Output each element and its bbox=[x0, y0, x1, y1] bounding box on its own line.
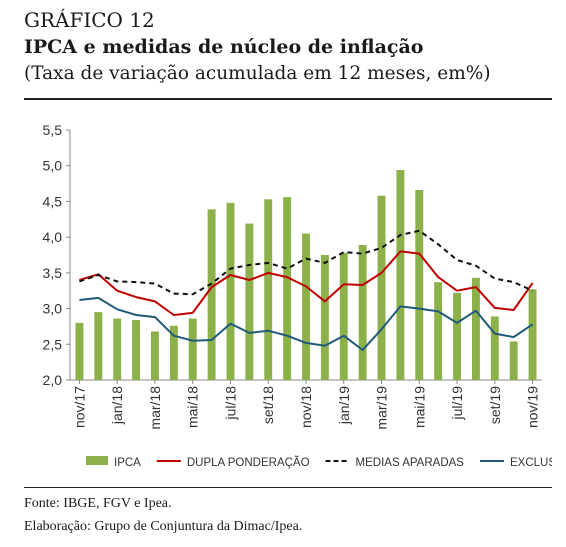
ipca-bar bbox=[339, 252, 348, 380]
ipca-bar bbox=[132, 320, 141, 380]
ipca-bar bbox=[396, 170, 405, 380]
ipca-bar bbox=[358, 245, 367, 380]
ipca-bar bbox=[169, 325, 178, 380]
ipca-bar bbox=[434, 282, 443, 380]
figure-label: GRÁFICO 12 bbox=[24, 8, 155, 32]
legend: IPCA DUPLA PONDERAÇÃO MEDIAS APARADAS EXCLU… bbox=[86, 456, 552, 469]
chart-subtitle: (Taxa de variação acumulada em 12 meses,… bbox=[24, 63, 491, 84]
x-tick-label: mai/18 bbox=[185, 386, 201, 428]
y-tick-label: 3,0 bbox=[43, 301, 63, 317]
legend-item-dupla-ponderacao: DUPLA PONDERAÇÃO bbox=[156, 456, 310, 469]
ipca-bar bbox=[471, 277, 480, 380]
dupla-ponderacao-line bbox=[79, 250, 534, 316]
x-tick-label: jul/19 bbox=[449, 386, 465, 421]
ipca-bar bbox=[302, 233, 310, 380]
x-tick-label: nov/19 bbox=[525, 386, 541, 428]
ipca-bar bbox=[528, 289, 537, 380]
legend-label: MEDIAS APARADAS bbox=[356, 457, 465, 469]
chart-title: IPCA e medidas de núcleo de inflação bbox=[24, 36, 424, 58]
x-tick-label: nov/17 bbox=[71, 386, 87, 428]
ipca-bar bbox=[509, 341, 518, 380]
ipca-bar bbox=[283, 197, 292, 380]
x-tick-label: mar/19 bbox=[374, 386, 390, 430]
legend-item-medias-aparadas: MEDIAS APARADAS bbox=[325, 457, 465, 469]
x-tick-label: mai/19 bbox=[411, 386, 427, 428]
legend-item-exclusao: EXCLUSÃO bbox=[479, 456, 552, 469]
y-tick-label: 2,5 bbox=[43, 336, 63, 352]
x-tick-label: nov/18 bbox=[298, 386, 314, 428]
top-rule bbox=[24, 98, 552, 100]
medias-aparadas-line bbox=[79, 229, 534, 296]
x-tick-label: jan/18 bbox=[109, 386, 125, 425]
x-tick-label: set/18 bbox=[260, 386, 276, 424]
y-tick-label: 4,0 bbox=[43, 229, 63, 245]
ipca-bar bbox=[320, 255, 329, 380]
source-note: Fonte: IBGE, FGV e Ipea. bbox=[24, 496, 172, 511]
tick-labels: 2,0 2,5 3,0 3,5 4,0 4,5 5,0 5,5 nov/17 jan/18 mar/… bbox=[43, 122, 541, 430]
chart-area: 2,0 2,5 3,0 3,5 4,0 4,5 5,0 5,5 nov/17 jan/18 mar/… bbox=[43, 122, 552, 469]
bottom-rule bbox=[24, 487, 552, 488]
legend-label: DUPLA PONDERAÇÃO bbox=[187, 456, 310, 469]
ipca-bar bbox=[226, 202, 235, 380]
credit-note: Elaboração: Grupo de Conjuntura da Dimac… bbox=[24, 519, 303, 534]
y-tick-label: 5,5 bbox=[43, 122, 63, 138]
ipca-bar bbox=[415, 190, 424, 380]
ipca-bar bbox=[264, 199, 273, 380]
ipca-bar bbox=[207, 209, 216, 380]
ipca-bar bbox=[113, 318, 122, 380]
ipca-bar bbox=[75, 322, 84, 380]
legend-label: EXCLUSÃO bbox=[510, 456, 552, 469]
x-tick-label: jul/18 bbox=[222, 386, 238, 421]
legend-swatch bbox=[86, 456, 108, 465]
x-tick-label: set/19 bbox=[487, 386, 503, 424]
ipca-bar bbox=[245, 223, 254, 380]
ipca-bar bbox=[94, 312, 103, 380]
series-lines bbox=[79, 229, 534, 351]
ipca-bars bbox=[75, 170, 537, 380]
ipca-bar bbox=[490, 316, 499, 380]
ipca-bar bbox=[188, 318, 197, 380]
exclusao-line bbox=[79, 296, 534, 351]
ipca-bar bbox=[377, 195, 386, 380]
legend-label: IPCA bbox=[114, 457, 141, 469]
ipca-bar bbox=[150, 331, 159, 380]
legend-item-ipca: IPCA bbox=[86, 456, 141, 469]
y-tick-label: 5,0 bbox=[43, 158, 63, 174]
ipca-bar bbox=[453, 292, 462, 380]
x-tick-label: jan/19 bbox=[336, 386, 352, 425]
y-tick-label: 2,0 bbox=[43, 372, 63, 388]
x-tick-label: mar/18 bbox=[147, 386, 163, 430]
y-tick-label: 3,5 bbox=[43, 265, 63, 281]
y-tick-label: 4,5 bbox=[43, 193, 63, 209]
